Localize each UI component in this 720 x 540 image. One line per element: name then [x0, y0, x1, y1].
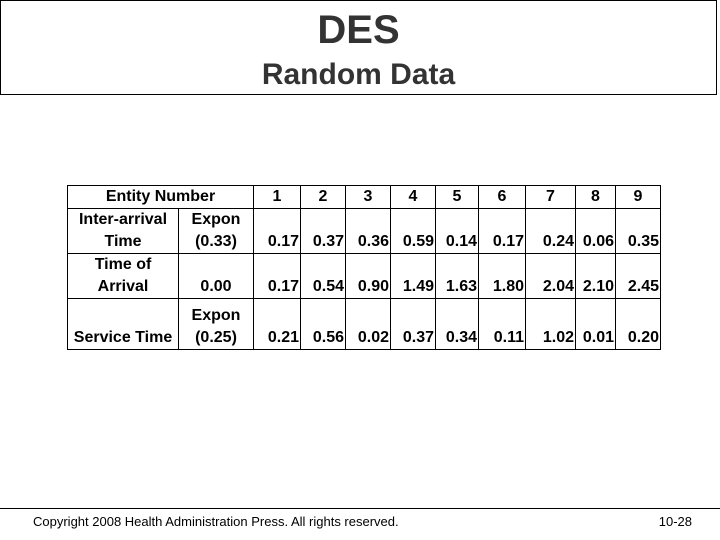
table-cell: 0.14	[435, 208, 479, 254]
table-cell: 0.01	[575, 298, 616, 350]
table-cell: 0.17	[253, 253, 301, 299]
table-cell: 0.54	[300, 253, 346, 299]
entity-header: 2	[300, 185, 346, 209]
table-cell: 0.90	[345, 253, 391, 299]
table-cell: 0.02	[345, 298, 391, 350]
table-cell: 0.37	[300, 208, 346, 254]
entity-header: 8	[575, 185, 616, 209]
table-cell: 0.11	[478, 298, 526, 350]
table-cell: 0.35	[615, 208, 661, 254]
slide-title: DES	[317, 8, 400, 52]
table-cell: 2.04	[525, 253, 576, 299]
entity-header: 3	[345, 185, 391, 209]
page-number: 10-28	[658, 514, 692, 529]
table-cell: 1.63	[435, 253, 479, 299]
table-cell: 0.36	[345, 208, 391, 254]
entity-header: 4	[390, 185, 436, 209]
entity-number-header: Entity Number	[67, 185, 254, 209]
footer-divider	[0, 508, 720, 509]
row-distribution: Expon (0.33)	[178, 208, 254, 254]
table-cell: 0.17	[478, 208, 526, 254]
row-distribution: 0.00	[178, 253, 254, 299]
table-row: Time of Arrival 0.00 0.17 0.54 0.90 1.49…	[67, 253, 661, 299]
table-cell: 0.17	[253, 208, 301, 254]
copyright-notice: Copyright 2008 Health Administration Pre…	[33, 514, 399, 529]
table-cell: 0.06	[575, 208, 616, 254]
title-box: DES Random Data	[0, 0, 717, 95]
table-cell: 0.21	[253, 298, 301, 350]
entity-header: 6	[478, 185, 526, 209]
table-cell: 0.24	[525, 208, 576, 254]
table-row: Service Time Expon (0.25) 0.21 0.56 0.02…	[67, 298, 661, 350]
row-distribution: Expon (0.25)	[178, 298, 254, 350]
slide-subtitle: Random Data	[261, 58, 456, 91]
row-label: Inter-arrival Time	[67, 208, 179, 254]
table-row: Inter-arrival Time Expon (0.33) 0.17 0.3…	[67, 208, 661, 254]
table-header-row: Entity Number 1 2 3 4 5 6 7 8 9	[67, 185, 661, 209]
table-cell: 0.34	[435, 298, 479, 350]
table-cell: 1.49	[390, 253, 436, 299]
table-cell: 0.56	[300, 298, 346, 350]
table-cell: 0.37	[390, 298, 436, 350]
table-cell: 2.45	[615, 253, 661, 299]
table-cell: 0.20	[615, 298, 661, 350]
entity-header: 9	[615, 185, 661, 209]
table-cell: 0.59	[390, 208, 436, 254]
row-label: Time of Arrival	[67, 253, 179, 299]
row-label: Service Time	[67, 298, 179, 350]
table-cell: 1.02	[525, 298, 576, 350]
table-cell: 1.80	[478, 253, 526, 299]
entity-header: 1	[253, 185, 301, 209]
random-data-table: Entity Number 1 2 3 4 5 6 7 8 9 Inter-ar…	[67, 185, 661, 350]
table-cell: 2.10	[575, 253, 616, 299]
entity-header: 5	[435, 185, 479, 209]
entity-header: 7	[525, 185, 576, 209]
